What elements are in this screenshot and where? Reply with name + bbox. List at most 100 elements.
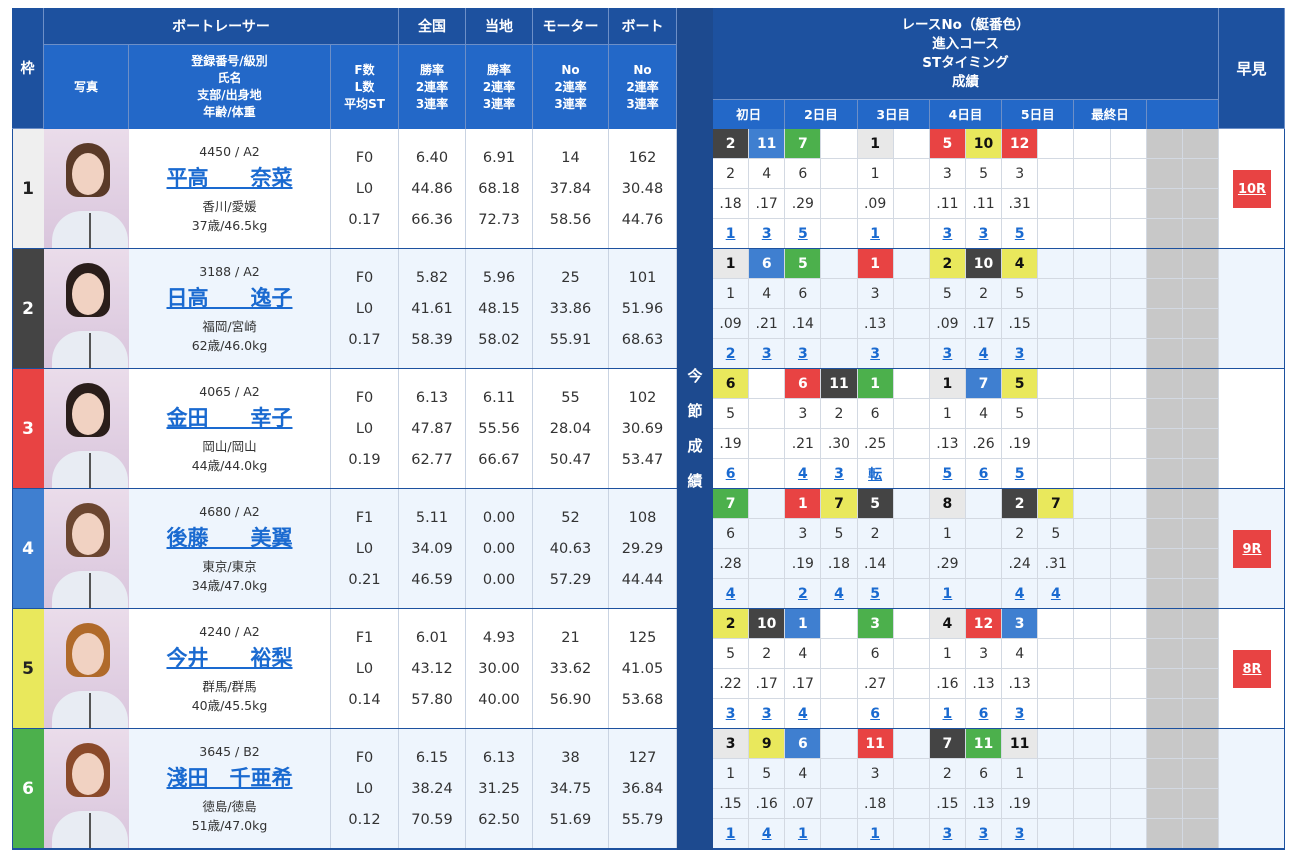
empty-cell (821, 309, 858, 339)
finish-result[interactable]: 3 (857, 339, 894, 369)
empty-cell (1146, 579, 1183, 609)
finish-result[interactable]: 3 (713, 699, 750, 729)
empty-cell (1110, 789, 1147, 819)
waku-number: 6 (12, 729, 44, 849)
empty-cell (821, 279, 858, 309)
st-timing: .26 (965, 429, 1003, 459)
empty-cell (1074, 729, 1111, 759)
finish-result[interactable]: 1 (713, 819, 750, 849)
quick-race-link[interactable]: 8R (1233, 650, 1271, 688)
row-divider (12, 488, 677, 489)
finish-result[interactable]: 4 (749, 819, 786, 849)
boat-value: 41.05 (621, 660, 664, 677)
finish-result[interactable]: 3 (1002, 699, 1039, 729)
empty-cell (1110, 699, 1147, 729)
finish-result[interactable]: 1 (713, 219, 750, 249)
racer-name-link[interactable]: 今井 裕梨 (166, 645, 293, 670)
finish-result[interactable]: 4 (821, 579, 858, 609)
finish-result[interactable]: 5 (929, 459, 966, 489)
finish-result[interactable]: 4 (1002, 579, 1039, 609)
entry-course: 2 (713, 159, 750, 189)
finish-result[interactable]: 4 (713, 579, 750, 609)
finish-result[interactable]: 2 (713, 339, 750, 369)
finish-result[interactable]: 3 (929, 339, 966, 369)
finish-result[interactable]: 3 (1002, 819, 1039, 849)
finish-result[interactable]: 4 (965, 339, 1003, 369)
motor-value: 56.90 (549, 692, 592, 709)
finish-result[interactable]: 5 (1002, 219, 1039, 249)
empty-cell (893, 669, 930, 699)
empty-cell (1110, 729, 1147, 759)
finish-result[interactable]: 6 (965, 699, 1003, 729)
quick-race-link[interactable]: 9R (1233, 530, 1271, 568)
empty-cell (749, 429, 786, 459)
finish-result[interactable]: 3 (965, 819, 1003, 849)
finish-result[interactable]: 3 (749, 339, 786, 369)
empty-cell (1074, 639, 1111, 669)
entry-course: 2 (749, 639, 786, 669)
quick-race-link[interactable]: 10R (1233, 170, 1271, 208)
local-value: 55.56 (478, 420, 520, 437)
race-number: 1 (857, 369, 894, 399)
racer-name-link[interactable]: 平高 奈菜 (166, 165, 293, 190)
empty-cell (1146, 279, 1183, 309)
empty-cell (1146, 309, 1183, 339)
racer-name-link[interactable]: 日高 逸子 (166, 285, 293, 310)
avg-st: 0.19 (348, 452, 381, 469)
finish-result[interactable]: 2 (785, 579, 822, 609)
race-info-header: レースNo（艇番色） 進入コース STタイミング 成績 (713, 8, 1219, 100)
finish-result[interactable]: 3 (965, 219, 1003, 249)
finish-result[interactable]: 5 (1002, 459, 1039, 489)
empty-cell (1182, 159, 1219, 189)
st-timing: .13 (1002, 669, 1039, 699)
row-divider (12, 608, 677, 609)
empty-cell (1182, 579, 1219, 609)
motor-value: 38 (561, 749, 580, 766)
finish-result[interactable]: 1 (929, 579, 966, 609)
national-stats: 5.11 34.09 46.59 (399, 489, 466, 609)
finish-result[interactable]: 4 (785, 699, 822, 729)
finish-result[interactable]: 3 (749, 699, 786, 729)
finish-result[interactable]: 4 (1038, 579, 1075, 609)
finish-result[interactable]: 6 (857, 699, 894, 729)
entry-course: 3 (929, 159, 966, 189)
empty-cell (821, 699, 858, 729)
finish-result[interactable]: 1 (857, 819, 894, 849)
f-count: F0 (355, 269, 374, 286)
empty-cell (965, 489, 1003, 519)
empty-cell (1110, 669, 1147, 699)
race-number: 3 (713, 729, 750, 759)
empty-cell (1146, 609, 1183, 639)
finish-result[interactable]: 1 (785, 819, 822, 849)
age-weight: 37歳/46.5kg (191, 217, 268, 233)
finish-result[interactable]: 3 (749, 219, 786, 249)
finish-result[interactable]: 6 (965, 459, 1003, 489)
finish-result[interactable]: 3 (929, 219, 966, 249)
finish-result[interactable]: 5 (785, 219, 822, 249)
racer-name-link[interactable]: 後藤 美翼 (166, 525, 293, 550)
empty-cell (821, 129, 858, 159)
empty-cell (1038, 219, 1075, 249)
race-number: 5 (857, 489, 894, 519)
age-weight: 62歳/46.0kg (191, 337, 268, 353)
racer-name-link[interactable]: 金田 幸子 (166, 405, 293, 430)
finish-result[interactable]: 3 (929, 819, 966, 849)
empty-cell (893, 519, 930, 549)
empty-cell (1038, 459, 1075, 489)
race-number: 7 (821, 489, 858, 519)
finish-result[interactable]: 3 (821, 459, 858, 489)
finish-result[interactable]: 3 (785, 339, 822, 369)
finish-result[interactable]: 3 (1002, 339, 1039, 369)
finish-result[interactable]: 6 (713, 459, 750, 489)
row-divider (713, 848, 1285, 849)
finish-result[interactable]: 5 (857, 579, 894, 609)
boat-value: 30.48 (621, 180, 664, 197)
local-value: 0.00 (482, 572, 516, 589)
finish-result[interactable]: 転 (857, 459, 894, 489)
race-number: 12 (1002, 129, 1039, 159)
finish-result[interactable]: 1 (857, 219, 894, 249)
racer-name-link[interactable]: 淺田 千亜希 (166, 765, 293, 790)
finish-result[interactable]: 1 (929, 699, 966, 729)
race-number: 5 (785, 249, 822, 279)
finish-result[interactable]: 4 (785, 459, 822, 489)
